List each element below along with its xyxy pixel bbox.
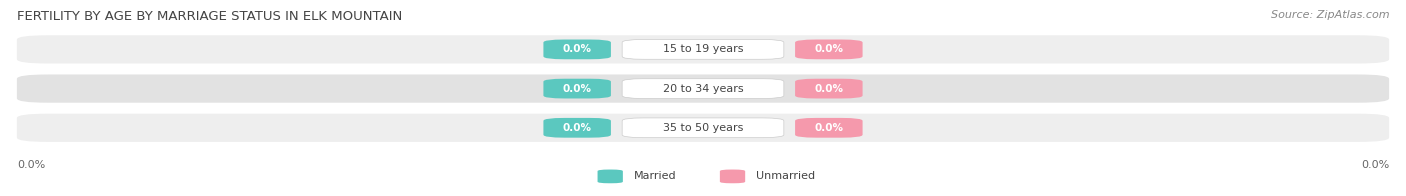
Text: Married: Married xyxy=(634,171,676,181)
FancyBboxPatch shape xyxy=(17,35,1389,64)
Text: 0.0%: 0.0% xyxy=(814,44,844,54)
FancyBboxPatch shape xyxy=(621,118,785,138)
Text: 0.0%: 0.0% xyxy=(17,160,45,170)
FancyBboxPatch shape xyxy=(17,74,1389,103)
FancyBboxPatch shape xyxy=(543,79,612,98)
FancyBboxPatch shape xyxy=(621,40,785,59)
FancyBboxPatch shape xyxy=(720,170,745,183)
Text: 0.0%: 0.0% xyxy=(562,83,592,94)
Text: 35 to 50 years: 35 to 50 years xyxy=(662,123,744,133)
FancyBboxPatch shape xyxy=(796,118,863,138)
Text: 15 to 19 years: 15 to 19 years xyxy=(662,44,744,54)
Text: 0.0%: 0.0% xyxy=(562,44,592,54)
Text: 0.0%: 0.0% xyxy=(814,83,844,94)
Text: 0.0%: 0.0% xyxy=(562,123,592,133)
Text: 0.0%: 0.0% xyxy=(1361,160,1389,170)
Text: Unmarried: Unmarried xyxy=(756,171,815,181)
Text: Source: ZipAtlas.com: Source: ZipAtlas.com xyxy=(1271,10,1389,20)
FancyBboxPatch shape xyxy=(621,79,785,98)
Text: FERTILITY BY AGE BY MARRIAGE STATUS IN ELK MOUNTAIN: FERTILITY BY AGE BY MARRIAGE STATUS IN E… xyxy=(17,10,402,23)
Text: 20 to 34 years: 20 to 34 years xyxy=(662,83,744,94)
FancyBboxPatch shape xyxy=(543,118,612,138)
FancyBboxPatch shape xyxy=(796,79,863,98)
FancyBboxPatch shape xyxy=(796,40,863,59)
FancyBboxPatch shape xyxy=(598,170,623,183)
FancyBboxPatch shape xyxy=(543,40,612,59)
Text: 0.0%: 0.0% xyxy=(814,123,844,133)
FancyBboxPatch shape xyxy=(17,114,1389,142)
